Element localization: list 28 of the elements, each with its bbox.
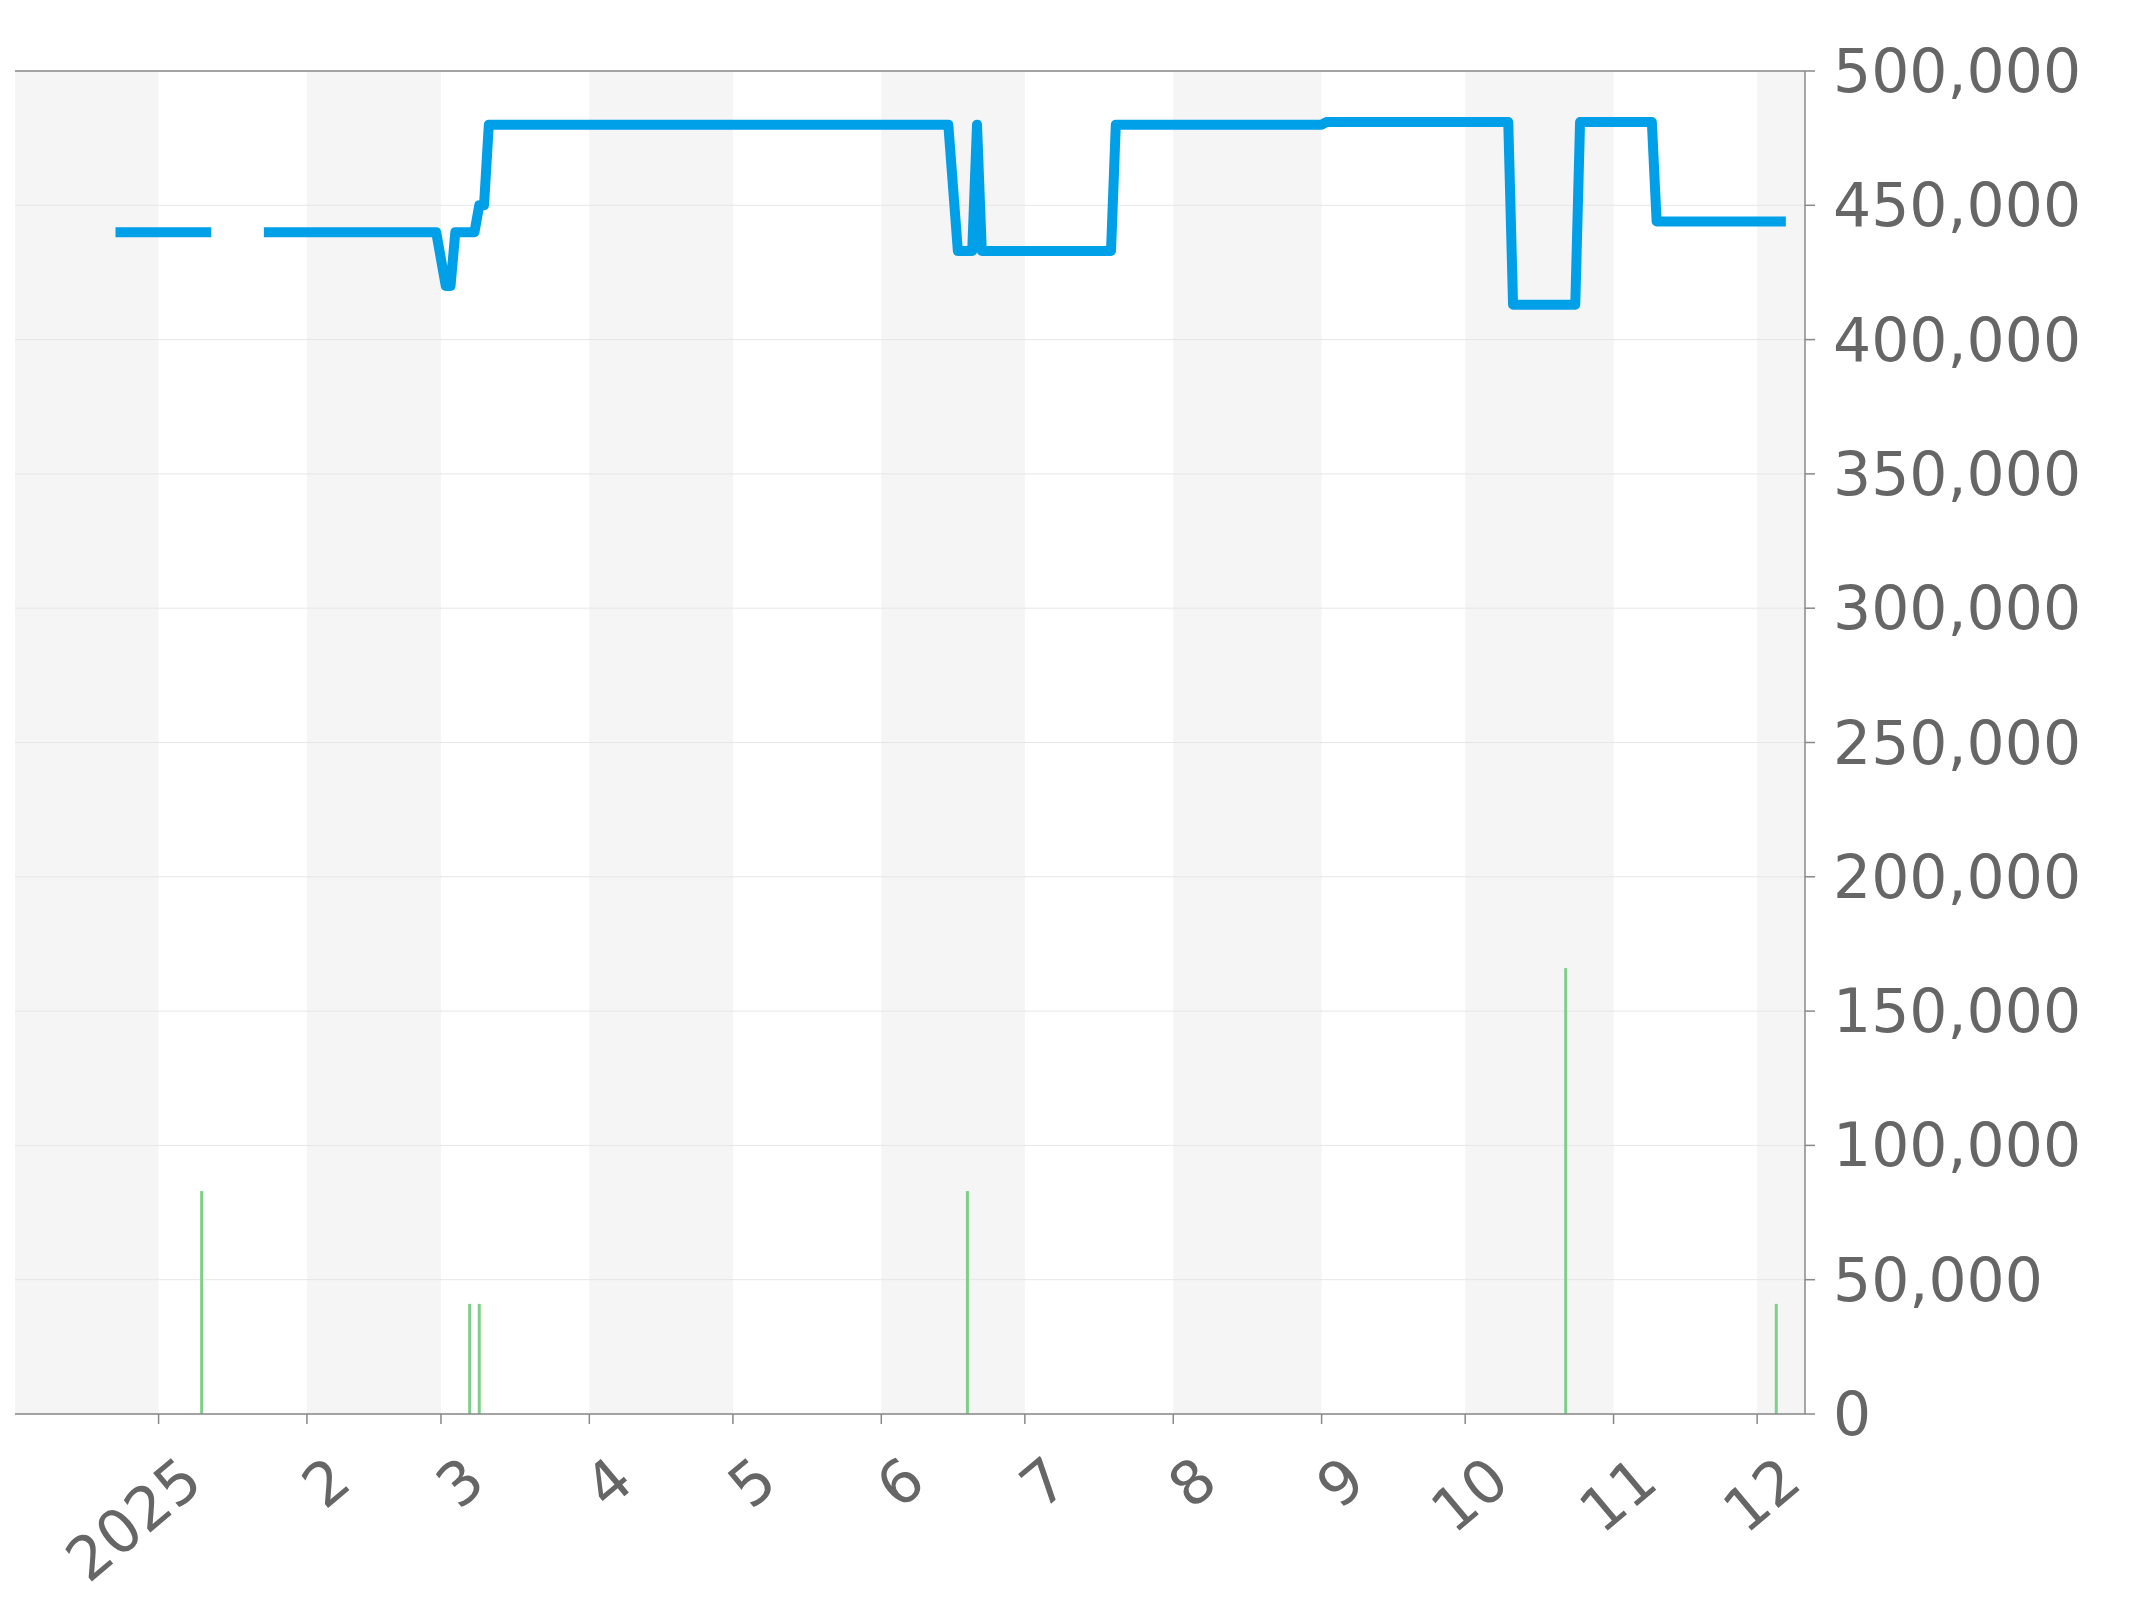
y-tick-label: 400,000 <box>1833 304 2082 375</box>
x-tick-label: 10 <box>1417 1443 1522 1546</box>
y-tick-label: 150,000 <box>1833 976 2082 1047</box>
x-tick-label: 8 <box>1154 1443 1230 1522</box>
y-tick-label: 450,000 <box>1833 170 2082 241</box>
x-tick-label: 2 <box>288 1443 363 1522</box>
y-tick-label: 300,000 <box>1833 573 2082 644</box>
x-tick-label: 6 <box>863 1443 938 1522</box>
bar <box>1774 1303 1778 1414</box>
x-tick-label: 5 <box>714 1443 789 1522</box>
bar <box>200 1191 204 1414</box>
y-tick-label: 200,000 <box>1833 841 2082 912</box>
x-tick-label: 7 <box>1006 1443 1081 1522</box>
bar <box>965 1191 969 1414</box>
y-tick-label: 500,000 <box>1833 36 2082 106</box>
bar <box>468 1303 472 1414</box>
y-tick-label: 0 <box>1833 1379 1872 1449</box>
x-tick-label: 3 <box>422 1443 497 1522</box>
x-tick-label: 12 <box>1709 1443 1814 1546</box>
x-tick-label: 4 <box>571 1443 646 1522</box>
x-tick-label: 9 <box>1303 1443 1378 1522</box>
y-tick-label: 350,000 <box>1833 438 2082 509</box>
bar <box>1564 968 1568 1414</box>
x-tick-label: 11 <box>1566 1443 1670 1546</box>
bar <box>477 1303 481 1414</box>
y-tick-label: 100,000 <box>1833 1110 2082 1181</box>
y-tick-label: 50,000 <box>1833 1244 2043 1315</box>
y-tick-label: 250,000 <box>1833 707 2082 778</box>
